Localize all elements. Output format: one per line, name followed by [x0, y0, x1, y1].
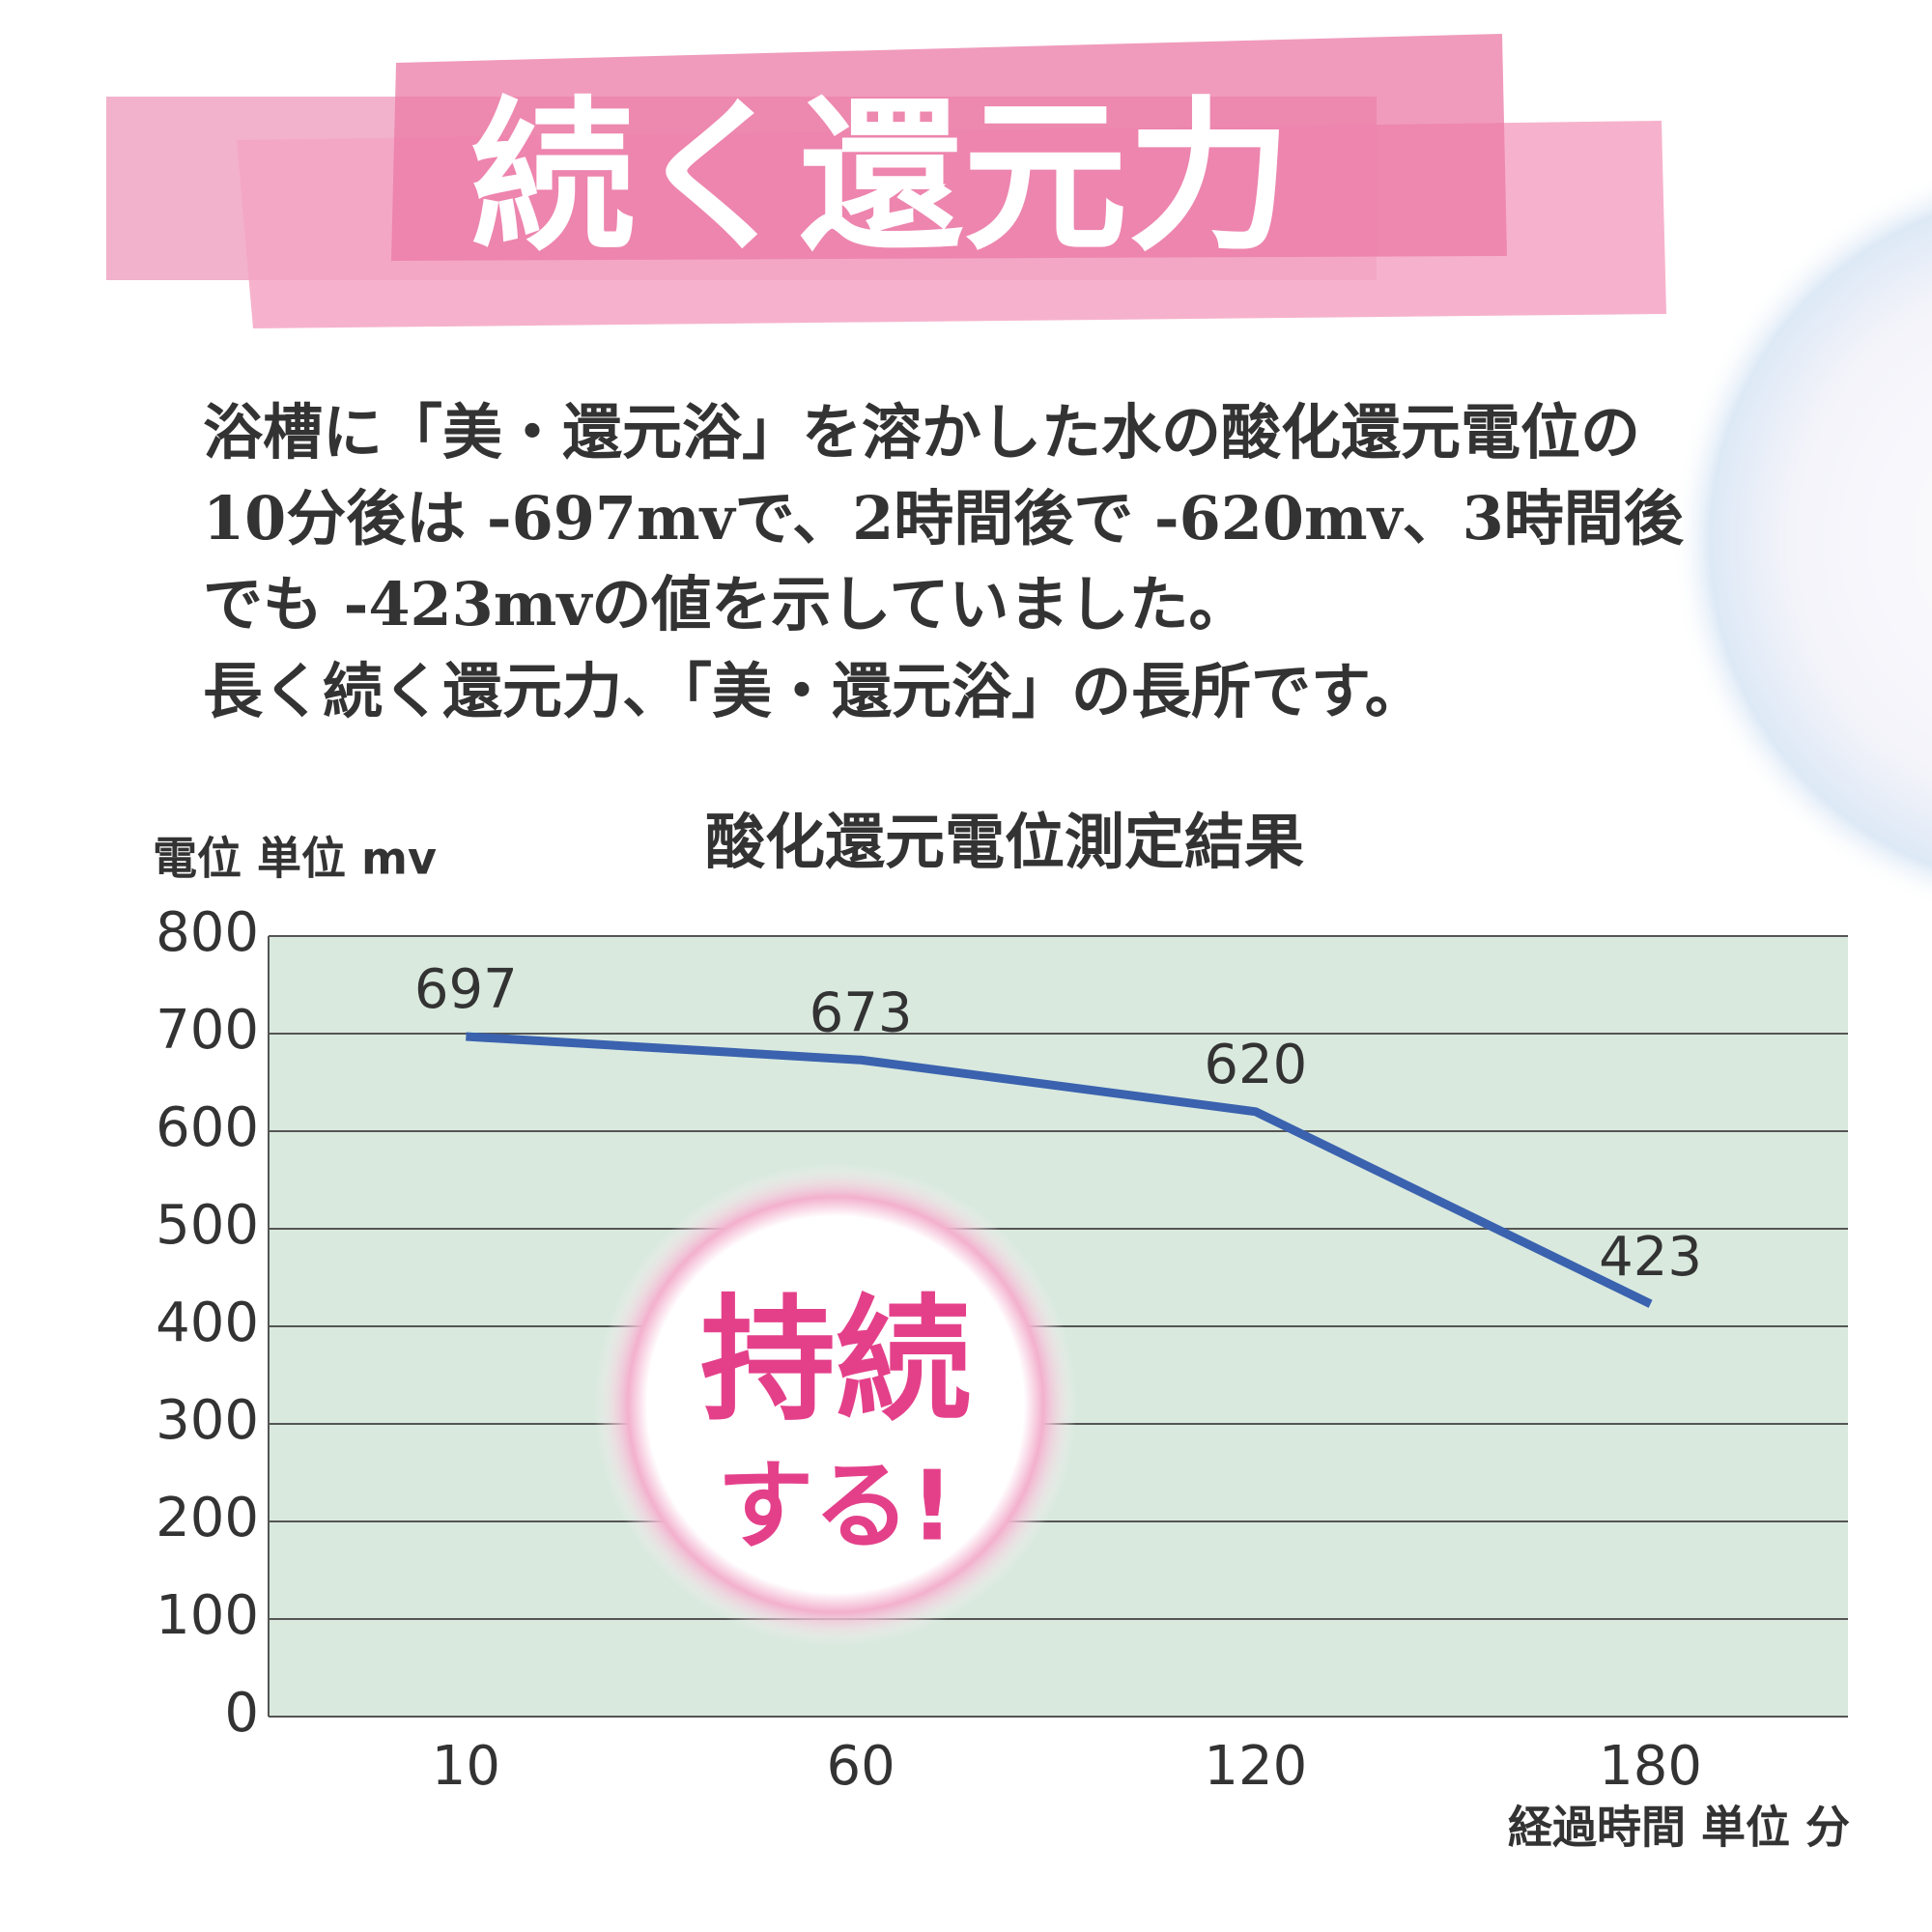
y-tick-label: 600	[156, 1096, 259, 1159]
y-tick-label: 500	[156, 1194, 259, 1257]
y-tick-label: 400	[156, 1292, 259, 1354]
description-line: でも -423mvの値を示していました。	[203, 569, 1249, 639]
badge-text: する!	[717, 1449, 954, 1562]
banner-title: 続く還元力	[470, 82, 1292, 273]
y-tick-label: 700	[156, 999, 259, 1062]
y-tick-label: 100	[156, 1584, 259, 1647]
y-tick-label: 300	[156, 1389, 259, 1452]
data-label: 697	[414, 958, 518, 1021]
y-tick-label: 200	[156, 1487, 259, 1549]
description-line: 長く続く還元力、「美・還元浴」の長所です。	[203, 656, 1425, 726]
y-tick-label: 0	[224, 1682, 259, 1745]
decor-orb	[1671, 175, 1932, 907]
data-label: 423	[1599, 1226, 1702, 1289]
badge-text: 持続	[700, 1283, 971, 1440]
data-label: 620	[1204, 1034, 1307, 1096]
badge: 持続 する!	[594, 1163, 1077, 1646]
data-label: 673	[810, 981, 913, 1044]
data-line	[466, 1032, 1653, 1308]
badge-circle	[594, 1163, 1077, 1646]
x-tick-label: 10	[432, 1735, 500, 1798]
description-line: 浴槽に「美・還元浴」を溶かした水の酸化還元電位の	[203, 397, 1640, 468]
y-axis-label: 電位 単位 mv	[153, 833, 437, 885]
banner-band	[391, 34, 1507, 261]
banner: 続く還元力	[106, 34, 1666, 328]
x-axis-label: 経過時間 単位 分	[1508, 1802, 1850, 1854]
description-line: 10分後は -697mvで、2時間後で -620mv、3時間後	[203, 483, 1685, 554]
x-tick-label: 180	[1599, 1735, 1702, 1798]
x-tick-label: 120	[1204, 1735, 1307, 1798]
x-tick-label: 60	[826, 1735, 895, 1798]
chart-title: 酸化還元電位測定結果	[705, 807, 1304, 877]
y-tick-label: 800	[156, 901, 259, 964]
